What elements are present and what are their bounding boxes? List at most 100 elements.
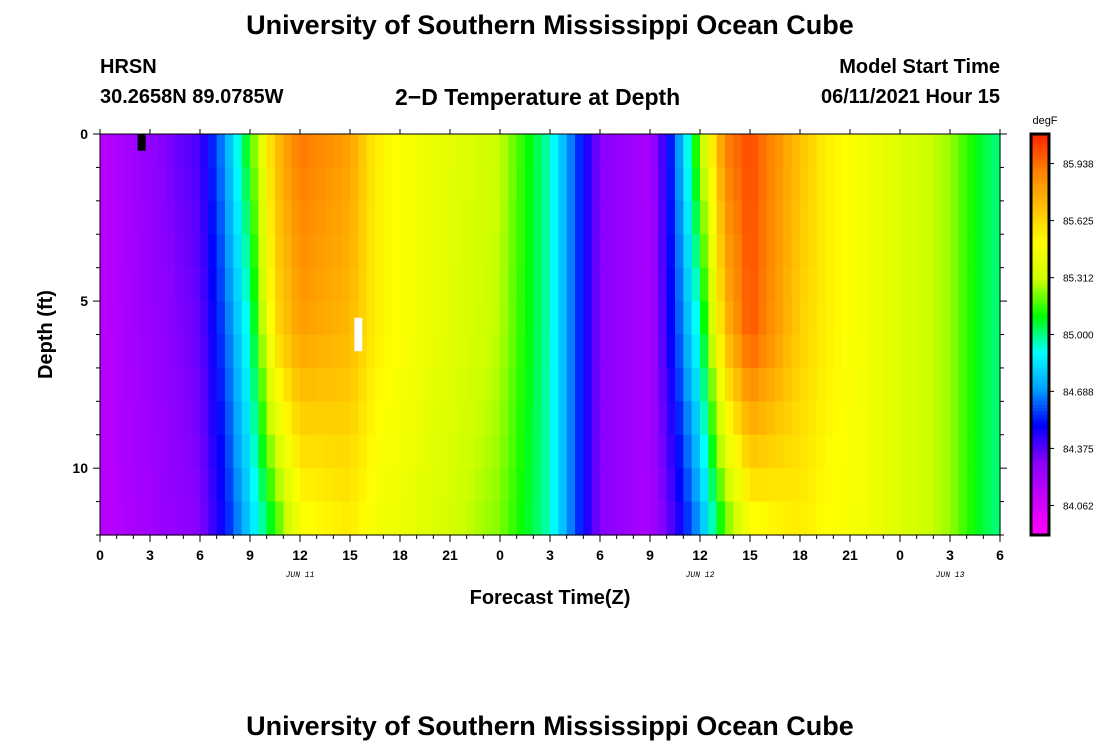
heatmap-cell [800,501,809,536]
heatmap-cell [533,200,543,235]
heatmap-cell [450,468,459,503]
heatmap-cell [850,501,859,536]
heatmap-cell [300,234,309,269]
heatmap-cell [166,501,176,536]
heatmap-cell [666,501,676,536]
heatmap-cell [300,301,309,336]
heatmap-cell [466,134,476,169]
heatmap-cell [250,134,259,169]
heatmap-cell [141,301,151,336]
heatmap-cell [233,234,243,269]
heatmap-cell [858,334,868,369]
heatmap-cell [641,334,651,369]
heatmap-cell [233,434,243,469]
heatmap-cell [991,434,1001,469]
heatmap-cell [466,501,476,536]
heatmap-cell [700,501,709,536]
heatmap-cell [200,267,209,302]
heatmap-cell [833,167,843,202]
heatmap-cell [291,267,301,302]
heatmap-cell [600,267,609,302]
heatmap-cell [233,267,243,302]
heatmap-cell [950,301,959,336]
colorbar-segment [1031,424,1049,429]
heatmap-cell [308,468,318,503]
heatmap-cell [650,334,659,369]
heatmap-cell [566,367,576,402]
heatmap-cell [475,234,484,269]
heatmap-cell [941,468,951,503]
colorbar-segment [1031,448,1049,453]
heatmap-cell [150,200,159,235]
heatmap-cell [341,501,351,536]
heatmap-cell [183,501,193,536]
heatmap-cell [358,200,368,235]
heatmap-cell [841,468,851,503]
heatmap-cell [683,200,693,235]
heatmap-cell [308,134,318,169]
page-title: University of Southern Mississippi Ocean… [246,10,854,40]
colorbar-segment [1031,224,1049,229]
heatmap-cell [766,401,776,436]
colorbar-segment [1031,237,1049,242]
heatmap-cell [108,434,118,469]
heatmap-cell [375,367,384,402]
heatmap-cell [808,234,818,269]
heatmap-cell [850,234,859,269]
colorbar-segment [1031,464,1049,469]
heatmap-cell [958,200,968,235]
heatmap-cell [508,234,518,269]
heatmap-cell [175,367,184,402]
station-coordinates: 30.2658N 89.0785W [100,86,284,108]
heatmap-cell [891,267,901,302]
heatmap-cell [941,501,951,536]
heatmap-cell [425,334,434,369]
heatmap-cell [766,134,776,169]
heatmap-cell [125,301,134,336]
heatmap-cell [391,468,401,503]
heatmap-cell [158,434,168,469]
heatmap-cell [350,434,359,469]
heatmap-cell [966,200,976,235]
heatmap-cell [958,134,968,169]
heatmap-cell [883,234,893,269]
heatmap-cell [116,401,126,436]
heatmap-cell [191,301,201,336]
heatmap-cell [108,267,118,302]
heatmap-cell [241,167,251,202]
heatmap-cell [383,200,393,235]
heatmap-cell [725,200,734,235]
heatmap-cell [925,267,934,302]
y-axis-label: Depth (ft) [35,290,57,379]
heatmap-cell [208,401,218,436]
colorbar-segment [1031,250,1049,255]
heatmap-cell [391,501,401,536]
heatmap-cell [891,301,901,336]
heatmap-cell [900,200,909,235]
colorbar-segment [1031,204,1049,209]
heatmap-cell [541,134,551,169]
heatmap-cell [458,267,468,302]
heatmap-cell [808,200,818,235]
heatmap-cell [791,167,801,202]
heatmap-cell [683,334,693,369]
heatmap-cell [991,167,1001,202]
heatmap-cell [316,334,326,369]
heatmap-cell [300,434,309,469]
heatmap-cell [608,134,618,169]
heatmap-cell [341,367,351,402]
heatmap-cell [800,301,809,336]
heatmap-cell [333,134,343,169]
heatmap-cell [375,334,384,369]
heatmap-cell [600,401,609,436]
heatmap-cell [433,267,443,302]
heatmap-cell [608,334,618,369]
heatmap-cell [291,367,301,402]
heatmap-cell [258,334,268,369]
heatmap-cell [625,334,634,369]
heatmap-cell [766,334,776,369]
heatmap-cell [525,234,534,269]
heatmap-cell [225,134,234,169]
heatmap-cell [466,367,476,402]
heatmap-cell [533,134,543,169]
